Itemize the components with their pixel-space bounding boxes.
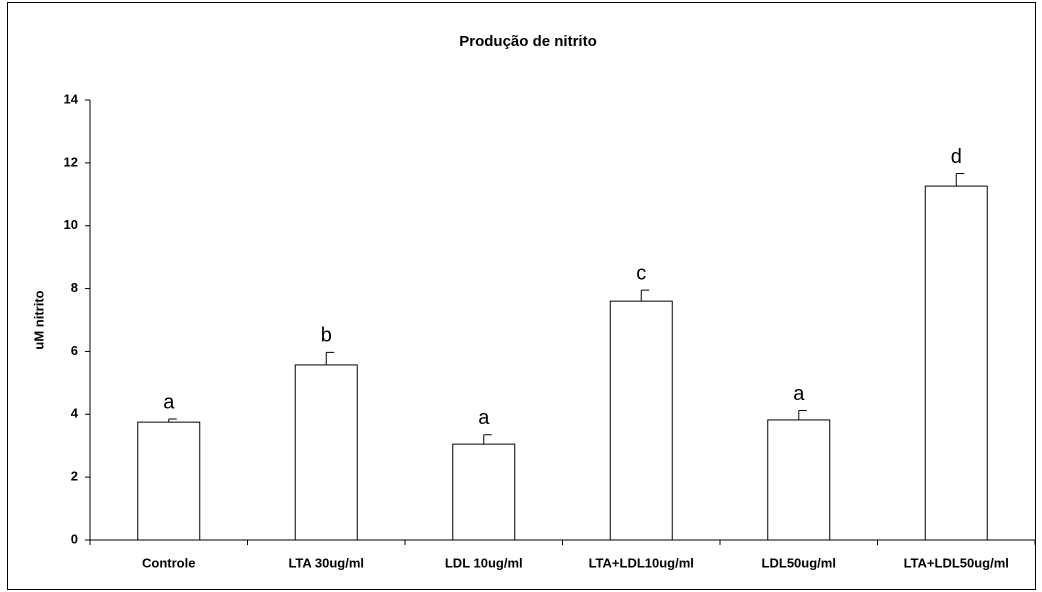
x-tick-label: Controle: [142, 555, 195, 570]
y-tick-label: 0: [71, 531, 78, 546]
annotation: b: [321, 325, 332, 347]
x-tick-label: LDL 10ug/ml: [445, 555, 523, 570]
annotation: a: [478, 407, 490, 429]
x-tick-label: LTA 30ug/ml: [288, 555, 364, 570]
annotation: a: [793, 383, 805, 405]
error-bar: [325, 351, 335, 365]
error-bar: [955, 173, 965, 187]
y-tick-label: 6: [71, 343, 78, 358]
bar: [137, 421, 201, 541]
error-bar: [483, 434, 492, 445]
y-tick-label: 8: [71, 280, 78, 295]
annotation: c: [636, 262, 646, 284]
chart-title: Produção de nitrito: [459, 33, 597, 50]
bar: [924, 185, 988, 541]
y-tick-label: 4: [71, 406, 79, 421]
error-bar: [168, 418, 177, 423]
annotation: a: [163, 391, 175, 413]
x-tick-label: LTA+LDL50ug/ml: [904, 555, 1009, 570]
bar: [767, 419, 831, 541]
y-tick-label: 12: [64, 154, 78, 169]
y-tick-label: 2: [71, 469, 78, 484]
x-tick-label: LTA+LDL10ug/ml: [589, 555, 694, 570]
y-tick-label: 10: [64, 217, 78, 232]
error-bar: [798, 410, 807, 420]
error-bar: [640, 289, 650, 302]
bar: [609, 300, 673, 541]
y-axis-label: uM nitrito: [31, 290, 46, 349]
bar: [452, 443, 516, 541]
bar: [294, 364, 358, 541]
annotation: d: [951, 146, 962, 168]
y-tick-label: 14: [64, 91, 79, 106]
x-tick-label: LDL50ug/ml: [762, 555, 836, 570]
